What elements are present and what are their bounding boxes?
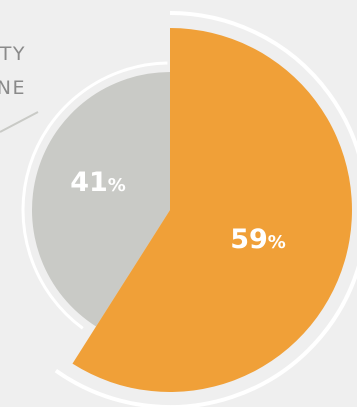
callout-leader-line — [0, 112, 38, 132]
